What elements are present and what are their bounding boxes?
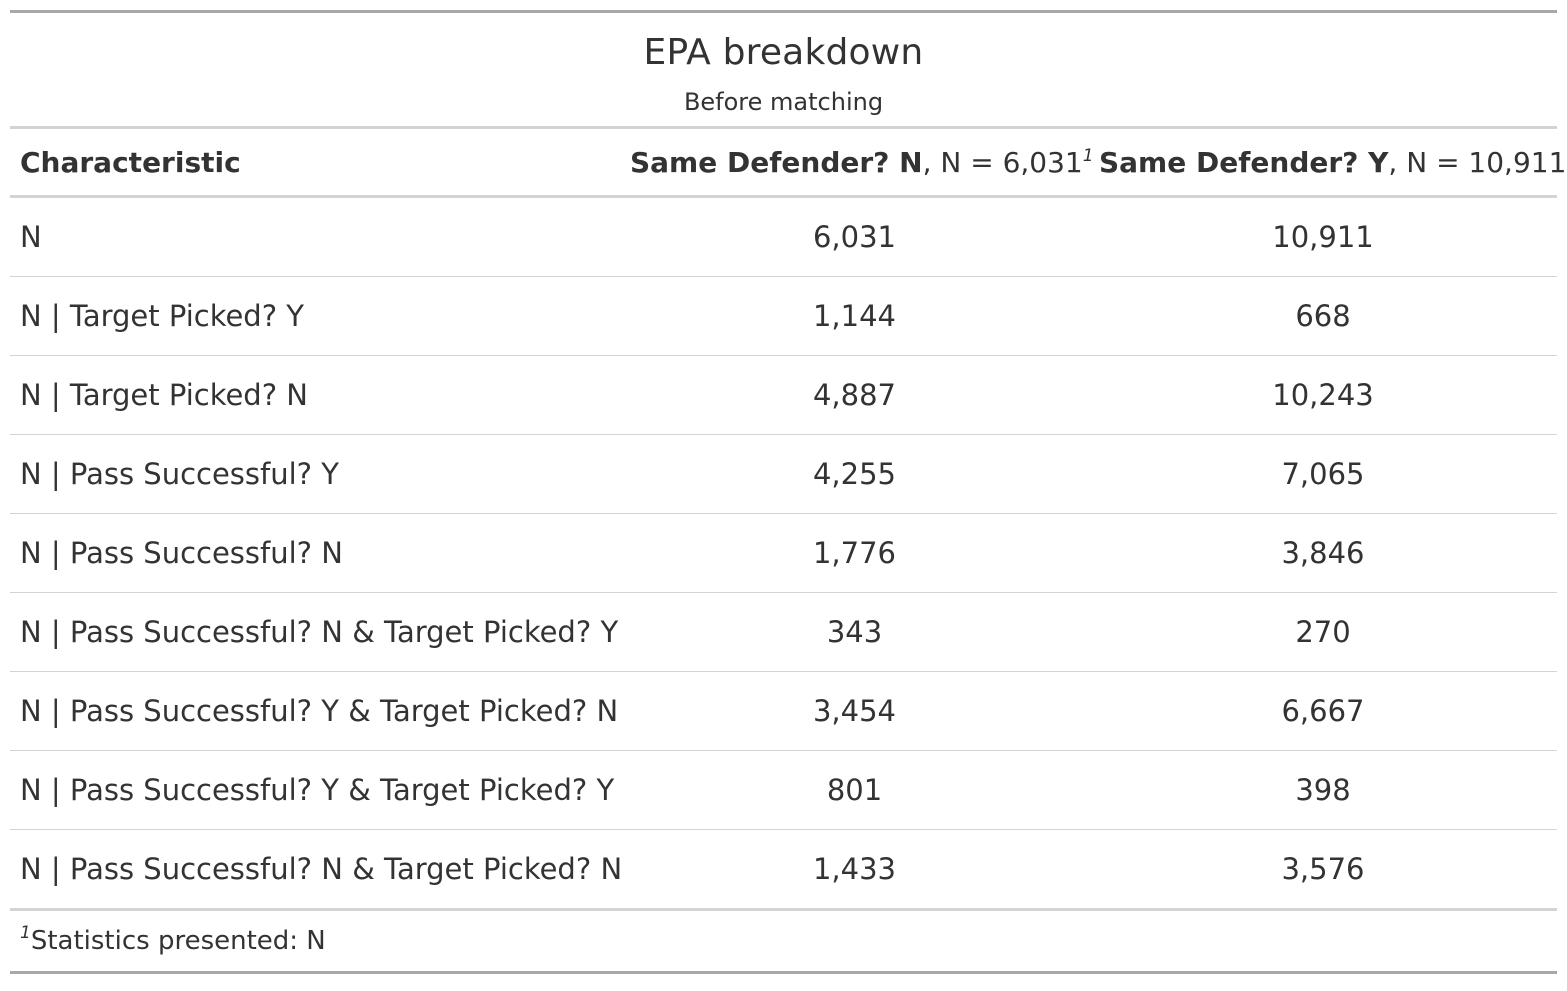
- column-header-n-bold: Same Defender? N: [630, 145, 923, 179]
- cell-same-defender-y: 668: [1089, 276, 1557, 356]
- table-row: N | Pass Successful? N 1,776 3,846: [10, 513, 1557, 593]
- bottom-rule: [10, 971, 1557, 974]
- cell-same-defender-n: 1,776: [620, 513, 1089, 593]
- cell-same-defender-y: 10,243: [1089, 355, 1557, 435]
- row-label: N | Pass Successful? N: [10, 513, 620, 593]
- table-row: N | Pass Successful? N & Target Picked? …: [10, 829, 1557, 911]
- row-label: N | Target Picked? Y: [10, 276, 620, 356]
- column-header-y-count: , N = 10,911: [1388, 145, 1567, 179]
- cell-same-defender-y: 7,065: [1089, 434, 1557, 514]
- table-title: EPA breakdown: [643, 32, 924, 73]
- cell-same-defender-y: 270: [1089, 592, 1557, 672]
- footnote-text: Statistics presented: N: [30, 926, 326, 956]
- cell-same-defender-n: 4,255: [620, 434, 1089, 514]
- epa-breakdown-table: Characteristic Same Defender? N, N = 6,0…: [10, 129, 1567, 911]
- table-row: N | Pass Successful? Y & Target Picked? …: [10, 671, 1557, 751]
- column-header-same-defender-n: Same Defender? N, N = 6,0311: [620, 129, 1094, 198]
- row-label: N | Pass Successful? N & Target Picked? …: [10, 829, 622, 911]
- cell-same-defender-n: 4,887: [620, 355, 1089, 435]
- table-container: EPA breakdown Before matching Characteri…: [10, 10, 1567, 974]
- cell-same-defender-n: 3,454: [620, 671, 1089, 751]
- row-label: N: [10, 196, 620, 277]
- cell-same-defender-y: 6,667: [1089, 671, 1557, 751]
- table-row: N | Target Picked? N 4,887 10,243: [10, 355, 1557, 435]
- row-label: N | Pass Successful? Y: [10, 434, 620, 514]
- cell-same-defender-y: 3,576: [1089, 829, 1557, 911]
- column-header-n-count: , N = 6,031: [922, 145, 1083, 179]
- column-header-characteristic: Characteristic: [10, 129, 620, 198]
- cell-same-defender-n: 6,031: [620, 196, 1089, 277]
- row-label: N | Pass Successful? Y & Target Picked? …: [10, 750, 620, 830]
- table-footnote: 1Statistics presented: N: [10, 911, 1557, 971]
- top-rule: [10, 10, 1557, 13]
- row-label: N | Pass Successful? Y & Target Picked? …: [10, 671, 620, 751]
- row-label: N | Target Picked? N: [10, 355, 620, 435]
- header-rule: [10, 126, 1557, 129]
- cell-same-defender-n: 343: [620, 592, 1089, 672]
- column-header-characteristic-label: Characteristic: [20, 145, 241, 179]
- footnote-mark: 1: [20, 923, 31, 943]
- cell-same-defender-y: 10,911: [1089, 196, 1557, 277]
- column-header-same-defender-y: Same Defender? Y, N = 10,9111: [1089, 129, 1567, 198]
- row-label: N | Pass Successful? N & Target Picked? …: [10, 592, 620, 672]
- cell-same-defender-n: 1,433: [620, 829, 1089, 911]
- cell-same-defender-y: 3,846: [1089, 513, 1557, 593]
- cell-same-defender-n: 801: [620, 750, 1089, 830]
- column-header-y-bold: Same Defender? Y: [1099, 145, 1389, 179]
- table-row: N | Pass Successful? Y & Target Picked? …: [10, 750, 1557, 830]
- table-subtitle: Before matching: [683, 88, 884, 116]
- table-row: N | Pass Successful? N & Target Picked? …: [10, 592, 1557, 672]
- cell-same-defender-y: 398: [1089, 750, 1557, 830]
- table-row: N | Pass Successful? Y 4,255 7,065: [10, 434, 1557, 514]
- table-row: N | Target Picked? Y 1,144 668: [10, 276, 1557, 356]
- table-row: N 6,031 10,911: [10, 196, 1557, 277]
- cell-same-defender-n: 1,144: [620, 276, 1089, 356]
- footnote-mark: 1: [1082, 145, 1094, 166]
- header-row: Characteristic Same Defender? N, N = 6,0…: [10, 129, 1567, 198]
